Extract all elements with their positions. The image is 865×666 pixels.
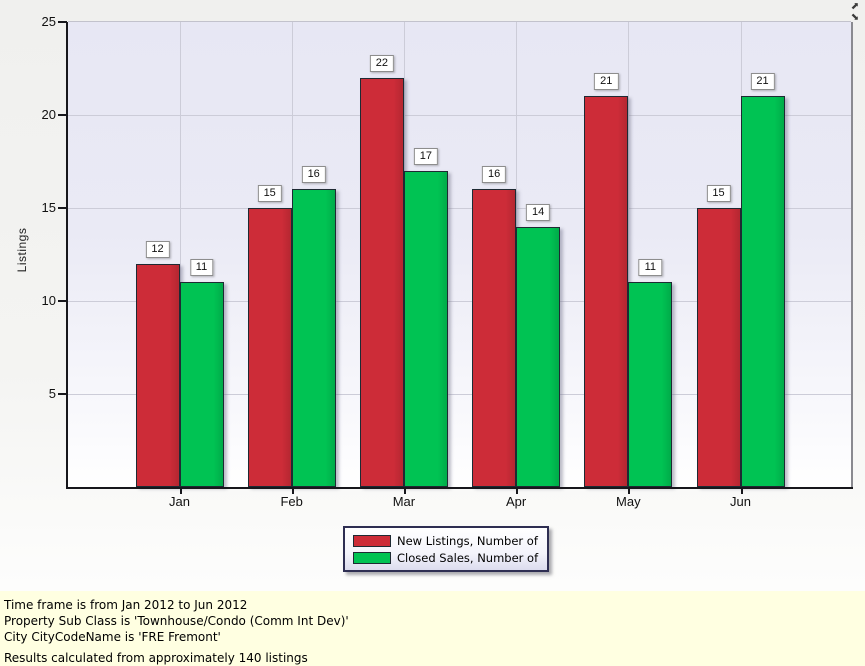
bar-value-label: 11 [189, 259, 214, 277]
bar-value-label: 22 [369, 54, 395, 72]
x-axis-category-label: Jan [169, 494, 190, 509]
horizontal-gridline [68, 115, 851, 116]
new-listings-bar [135, 263, 180, 487]
footer-criteria-line: City CityCodeName is 'FRE Fremont' [4, 630, 221, 644]
horizontal-gridline [68, 208, 851, 209]
y-axis-tick [58, 300, 67, 302]
new-listings-bar [247, 208, 292, 487]
x-axis-tick [628, 489, 631, 494]
footer-criteria-line: Property Sub Class is 'Townhouse/Condo (… [4, 614, 349, 628]
new-listings-bar [696, 208, 741, 487]
y-axis-tick-label: 15 [41, 200, 56, 215]
closed-sales-bar [628, 282, 673, 487]
y-axis-tick [58, 21, 67, 23]
x-axis-tick [291, 489, 294, 494]
x-axis-category-label: Mar [392, 494, 416, 509]
y-axis-line [66, 22, 68, 489]
x-axis-category-label: May [616, 494, 641, 509]
report-footer: Time frame is from Jan 2012 to Jun 2012 P… [0, 591, 865, 666]
closed-sales-bar [179, 282, 224, 487]
closed-sales-bar [403, 170, 448, 487]
footer-results-line: Results calculated from approximately 14… [4, 651, 308, 665]
bar-value-label: 21 [750, 73, 775, 91]
legend-item: Closed Sales, Number of [353, 549, 538, 566]
y-axis-tick-label: 20 [41, 107, 56, 122]
bar-value-label: 17 [413, 147, 439, 165]
x-axis-category-label: Jun [730, 494, 751, 509]
x-axis-category-label: Feb [280, 494, 303, 509]
y-axis-title: Listings [15, 227, 29, 273]
bar-value-label: 21 [594, 73, 619, 91]
horizontal-gridline [68, 394, 851, 395]
plot-area: 12 11 15 16 22 17 16 14 21 11 15 21 [68, 22, 851, 487]
y-axis-tick [58, 114, 67, 116]
new-listings-bar [472, 189, 517, 487]
legend-item-label: Closed Sales, Number of [397, 550, 539, 565]
new-listings-swatch-icon [353, 534, 391, 547]
resize-arrow-se-icon[interactable]: ⬊ [850, 12, 860, 23]
bar-value-label: 15 [257, 185, 282, 202]
closed-sales-bar [291, 189, 336, 487]
bar-value-label: 16 [481, 166, 507, 184]
legend-item: New Listings, Number of [353, 532, 538, 549]
x-axis-line [66, 487, 853, 489]
vertical-gridline [179, 22, 181, 487]
bar-value-label: 14 [525, 203, 551, 221]
closed-sales-bar [516, 226, 561, 487]
closed-sales-swatch-icon [353, 551, 391, 564]
legend-item-label: New Listings, Number of [397, 533, 538, 548]
footer-criteria-lines: Time frame is from Jan 2012 to Jun 2012 P… [4, 597, 865, 645]
bar-value-label: 16 [301, 166, 326, 184]
y-axis-tick [58, 207, 67, 209]
plot-right-border [851, 22, 853, 487]
bar-value-label: 11 [638, 259, 663, 277]
x-axis-category-label: Apr [505, 494, 527, 509]
chart-legend: New Listings, Number of Closed Sales, Num… [343, 526, 550, 572]
plot-top-border [68, 21, 851, 22]
vertical-gridline [628, 22, 630, 487]
new-listings-bar [359, 77, 404, 487]
bar-value-label: 12 [145, 240, 170, 258]
new-listings-bar [584, 96, 629, 487]
y-axis-tick-label: 5 [48, 386, 56, 401]
y-axis-tick [58, 393, 67, 395]
bar-value-label: 15 [706, 185, 731, 202]
footer-criteria-line: Time frame is from Jan 2012 to Jun 2012 [4, 598, 248, 612]
chart-corner-controls: ⬈ ⬊ [848, 1, 862, 23]
y-axis-tick-label: 10 [41, 293, 56, 308]
x-axis-tick [179, 489, 182, 494]
horizontal-gridline [68, 301, 851, 302]
y-axis-tick-label: 25 [41, 14, 56, 29]
x-axis-tick [516, 489, 519, 494]
closed-sales-bar [740, 96, 785, 487]
x-axis-tick [740, 489, 743, 494]
resize-arrow-ne-icon[interactable]: ⬈ [850, 1, 860, 12]
x-axis-tick [403, 489, 406, 494]
